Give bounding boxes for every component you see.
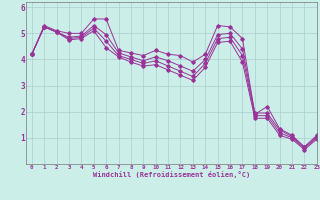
X-axis label: Windchill (Refroidissement éolien,°C): Windchill (Refroidissement éolien,°C) — [92, 171, 250, 178]
